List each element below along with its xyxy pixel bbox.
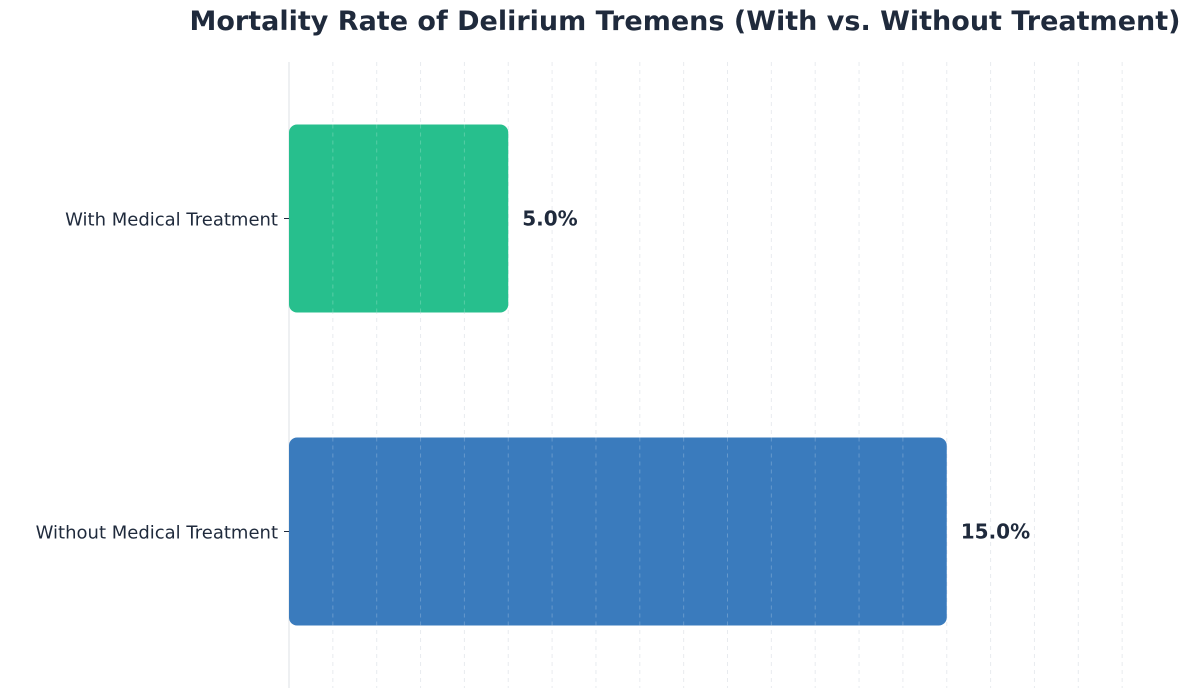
data-label: 5.0% [522,207,577,231]
data-label: 15.0% [961,520,1030,544]
bar [289,437,947,626]
y-tick-label: Without Medical Treatment [36,523,278,544]
bar [289,124,509,313]
y-tick-label: With Medical Treatment [65,210,278,231]
chart-title: Mortality Rate of Delirium Tremens (With… [189,6,1181,37]
